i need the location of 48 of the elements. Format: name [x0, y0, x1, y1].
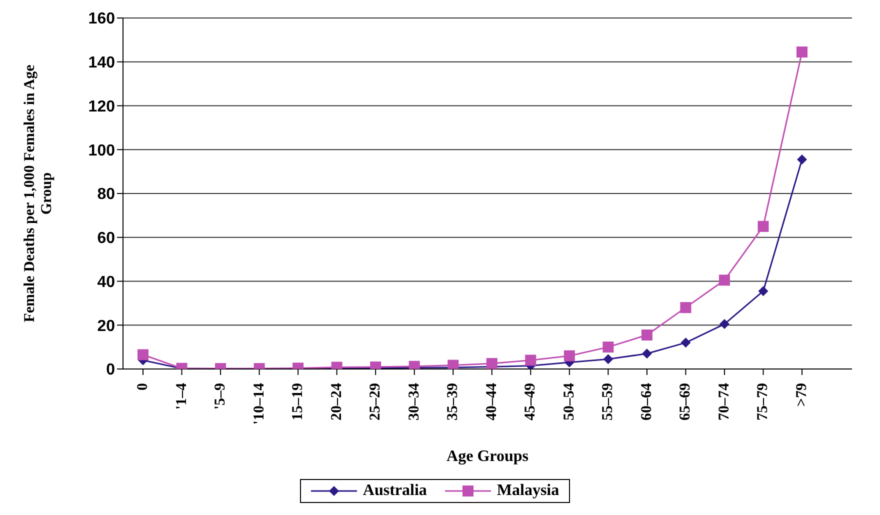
x-tick-label: '1–4 [174, 382, 190, 410]
x-tick-label: 55–59 [600, 383, 616, 420]
x-tick-label: 65–69 [678, 383, 694, 420]
point [758, 286, 768, 296]
x-tick-label: 25–29 [368, 383, 384, 420]
y-tick-label: 140 [88, 54, 116, 72]
point [680, 302, 692, 314]
x-tick-label: '5–9 [212, 383, 229, 410]
y-tick-label: 60 [97, 230, 116, 248]
x-tick-label: 30–34 [406, 382, 422, 420]
y-tick-label: 80 [97, 186, 116, 204]
point [797, 154, 807, 164]
point [718, 274, 730, 286]
legend-label: Malaysia [496, 482, 560, 500]
point [758, 220, 769, 232]
x-tick-label: 35–39 [445, 383, 462, 420]
x-tick-label: 0 [135, 383, 151, 390]
y-tick-label: 20 [97, 318, 116, 335]
x-tick-label: '10–14 [251, 382, 268, 425]
x-tick-label: 15–19 [290, 383, 306, 420]
y-tick-label: 0 [106, 362, 116, 379]
point [448, 360, 459, 369]
point [564, 350, 575, 362]
point [680, 338, 691, 348]
point [641, 329, 652, 340]
point [138, 349, 148, 360]
x-tick-label: 75–79 [755, 383, 772, 420]
point [486, 358, 498, 369]
y-tick-label: 160 [88, 10, 116, 28]
point [719, 319, 730, 330]
point [796, 46, 808, 58]
y-tick-label: 40 [97, 274, 116, 291]
x-tick-label: 60–64 [638, 382, 655, 420]
x-axis-title: Age Groups [446, 448, 528, 465]
x-tick-label: 70–74 [716, 382, 732, 420]
x-tick-label: >79 [794, 383, 810, 407]
x-tick-label: 45–49 [522, 383, 539, 420]
point [642, 348, 652, 359]
legend-label: Australia [362, 482, 427, 500]
x-tick-label: 40–44 [484, 382, 500, 420]
y-axis-title: Female Deaths per 1,000 Females in Age Group [22, 64, 55, 322]
point [603, 354, 614, 364]
point [602, 342, 614, 353]
point [525, 354, 536, 366]
y-tick-label: 100 [88, 142, 116, 160]
y-tick-label: 120 [88, 98, 116, 116]
x-tick-label: 50–54 [561, 382, 578, 420]
x-tick-label: 20–24 [328, 382, 345, 420]
